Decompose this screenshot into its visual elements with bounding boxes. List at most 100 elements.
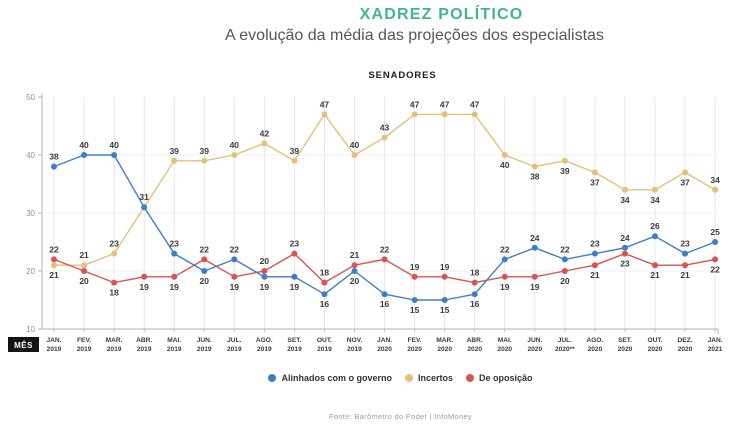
year-label: 2019: [47, 346, 62, 353]
data-point: [111, 250, 118, 257]
source-credit: Fonte: Barômetro do Poder | InfoMoney: [328, 412, 473, 421]
value-label: 22: [49, 244, 59, 254]
month-label: MAI.: [167, 337, 181, 344]
value-label: 20: [350, 276, 360, 286]
data-point: [531, 273, 538, 280]
data-point: [411, 297, 418, 303]
year-label: 2020: [588, 346, 603, 353]
page-subtitle: A evolução da média das projeções dos es…: [225, 27, 604, 44]
data-point: [111, 152, 118, 158]
value-label: 31: [139, 192, 149, 202]
month-label: OUT.: [317, 337, 332, 344]
value-label: 23: [169, 239, 179, 249]
data-point: [141, 273, 148, 280]
data-point: [682, 262, 689, 269]
y-tick-label: 50: [26, 93, 35, 102]
value-label: 21: [680, 270, 690, 280]
year-label: 2020: [648, 346, 663, 353]
data-point: [141, 204, 148, 211]
data-point: [712, 186, 719, 193]
value-label: 19: [410, 262, 420, 272]
value-label: 37: [680, 177, 690, 187]
value-label: 38: [530, 172, 540, 182]
year-label: 2019: [347, 346, 362, 353]
month-label: MAR.: [106, 337, 123, 344]
year-label: 2019: [107, 346, 122, 353]
value-label: 34: [710, 175, 720, 185]
legend: Alinhados com o governo Incertos De oposiç…: [25, 373, 751, 383]
data-point: [201, 157, 208, 164]
data-point: [652, 233, 658, 240]
data-point: [201, 268, 208, 274]
value-label: 19: [260, 282, 270, 292]
month-label: SET.: [287, 337, 301, 344]
value-label: 19: [290, 282, 300, 292]
data-point: [381, 256, 388, 263]
year-label: 2019: [257, 346, 272, 353]
legend-dot-icon: [466, 374, 474, 382]
data-point: [441, 111, 448, 118]
month-label: JUL.: [227, 337, 241, 344]
data-point: [441, 297, 448, 303]
month-label: NOV.: [347, 337, 363, 344]
data-point: [411, 111, 418, 118]
value-label: 40: [350, 140, 360, 150]
data-point: [351, 152, 358, 158]
data-point: [501, 152, 508, 158]
value-label: 47: [410, 99, 420, 109]
value-label: 22: [230, 244, 240, 254]
data-point: [471, 111, 478, 118]
data-point: [621, 186, 628, 193]
year-label: 2020: [407, 346, 422, 353]
data-point: [351, 268, 358, 274]
data-point: [411, 273, 418, 280]
value-label: 38: [49, 152, 59, 162]
year-label: 2019: [167, 346, 182, 353]
value-label: 40: [79, 140, 89, 150]
value-label: 47: [320, 99, 330, 109]
data-point: [201, 256, 208, 263]
month-label: JAN.: [377, 337, 392, 344]
data-point: [291, 250, 298, 257]
year-label: 2020: [678, 346, 693, 353]
data-point: [531, 163, 538, 170]
data-point: [321, 279, 328, 286]
year-label: 2020: [618, 346, 633, 353]
year-label: 2019: [317, 346, 332, 353]
value-label: 47: [470, 99, 480, 109]
mes-badge-label: MÊS: [14, 341, 33, 350]
data-point: [171, 273, 178, 280]
value-label: 26: [650, 221, 660, 231]
value-label: 34: [620, 195, 630, 205]
data-point: [321, 111, 328, 118]
value-label: 21: [350, 250, 360, 260]
year-label: 2020: [377, 346, 392, 353]
value-label: 23: [620, 259, 630, 269]
data-point: [261, 273, 268, 280]
value-label: 42: [260, 128, 270, 138]
month-label: JUN.: [527, 337, 542, 344]
data-point: [471, 291, 478, 298]
value-label: 25: [710, 227, 720, 237]
value-label: 20: [200, 276, 210, 286]
value-label: 21: [79, 250, 89, 260]
data-point: [531, 244, 538, 251]
value-label: 40: [230, 140, 240, 150]
year-label: 2020: [497, 346, 512, 353]
data-point: [621, 244, 628, 251]
year-label: 2019: [227, 346, 242, 353]
value-label: 19: [500, 282, 510, 292]
value-label: 15: [410, 305, 420, 315]
page-title: XADREZ POLÍTICO: [359, 6, 524, 23]
data-point: [351, 262, 358, 269]
data-point: [712, 256, 719, 263]
value-label: 24: [620, 233, 630, 243]
value-label: 39: [560, 166, 570, 176]
data-point: [682, 169, 689, 176]
value-label: 23: [290, 239, 300, 249]
value-label: 40: [109, 140, 119, 150]
value-label: 40: [500, 160, 510, 170]
month-label: ABR.: [136, 337, 152, 344]
mes-badge: [8, 337, 39, 352]
y-tick-label: 30: [26, 209, 35, 218]
